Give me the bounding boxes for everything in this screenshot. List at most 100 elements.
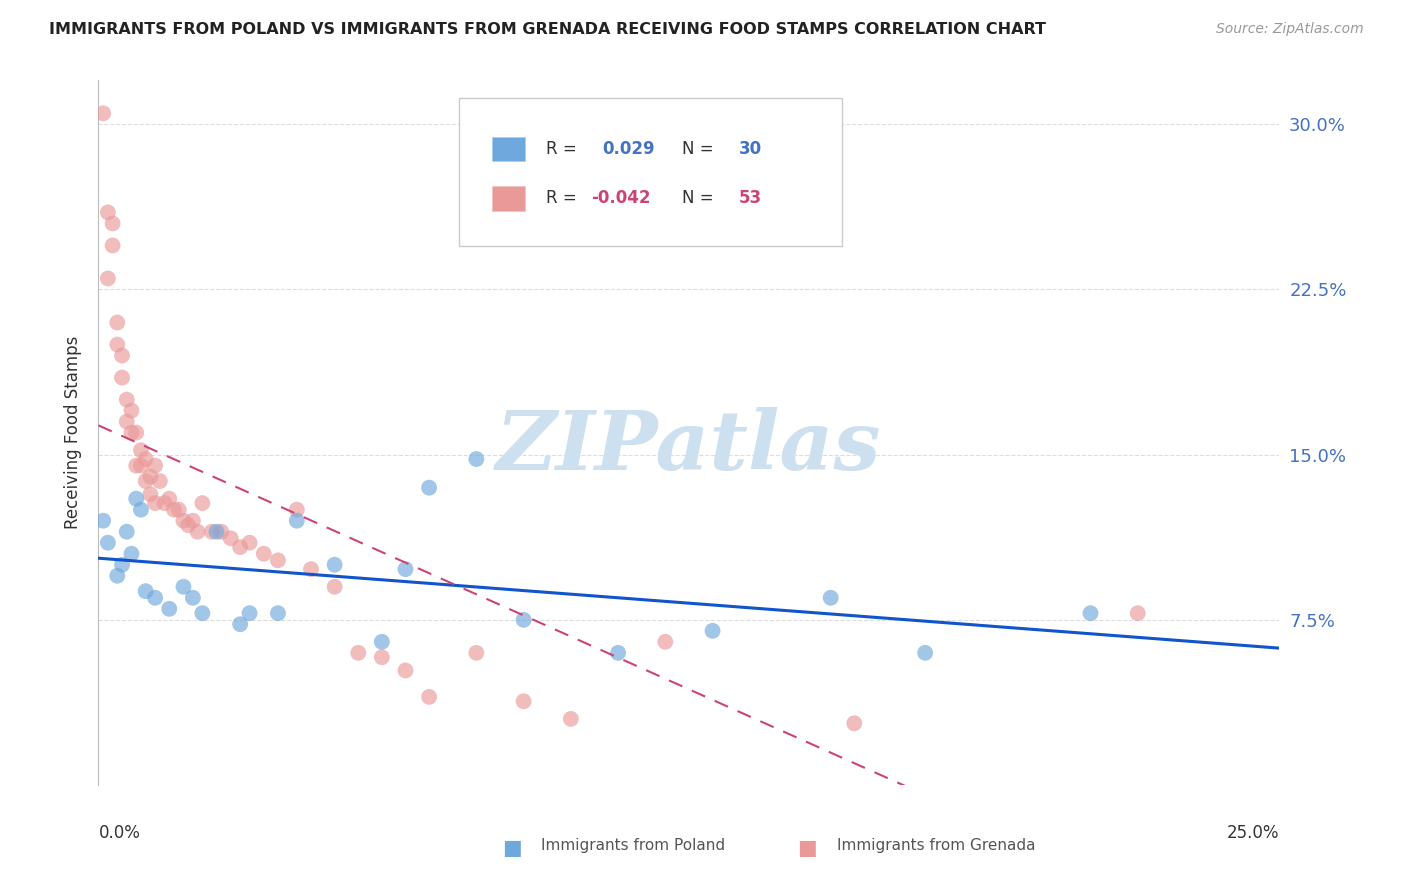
- Text: 30: 30: [738, 140, 762, 158]
- Point: [371, 650, 394, 665]
- Point: [820, 591, 842, 605]
- Point: [129, 458, 152, 473]
- Point: [115, 415, 138, 429]
- Point: [157, 601, 180, 615]
- Point: [239, 606, 262, 620]
- Y-axis label: Receiving Food Stamps: Receiving Food Stamps: [65, 336, 83, 529]
- Point: [560, 712, 582, 726]
- Point: [97, 205, 120, 219]
- Point: [149, 474, 172, 488]
- Point: [323, 558, 346, 572]
- Point: [172, 580, 194, 594]
- Point: [111, 558, 134, 572]
- Text: R =: R =: [546, 140, 582, 158]
- Point: [187, 524, 209, 539]
- Text: N =: N =: [682, 140, 718, 158]
- Point: [285, 502, 308, 516]
- Point: [201, 524, 224, 539]
- Point: [101, 216, 124, 230]
- Point: [157, 491, 180, 506]
- Point: [654, 635, 676, 649]
- Point: [607, 646, 630, 660]
- Point: [105, 568, 128, 582]
- Point: [105, 316, 128, 330]
- Text: ■: ■: [797, 838, 817, 858]
- Point: [129, 502, 152, 516]
- Point: [121, 425, 143, 440]
- Text: 0.029: 0.029: [603, 140, 655, 158]
- Point: [512, 694, 534, 708]
- Text: IMMIGRANTS FROM POLAND VS IMMIGRANTS FROM GRENADA RECEIVING FOOD STAMPS CORRELAT: IMMIGRANTS FROM POLAND VS IMMIGRANTS FRO…: [49, 22, 1046, 37]
- Point: [129, 443, 152, 458]
- Point: [418, 690, 440, 704]
- Point: [135, 474, 157, 488]
- Point: [267, 553, 290, 567]
- Text: Immigrants from Grenada: Immigrants from Grenada: [837, 838, 1035, 853]
- Text: R =: R =: [546, 189, 582, 207]
- Point: [1126, 606, 1149, 620]
- Point: [97, 271, 120, 285]
- Point: [209, 524, 232, 539]
- Point: [229, 617, 252, 632]
- Point: [191, 496, 214, 510]
- Point: [121, 547, 143, 561]
- Point: [394, 562, 416, 576]
- Point: [177, 518, 200, 533]
- Point: [465, 452, 488, 467]
- Text: -0.042: -0.042: [591, 189, 651, 207]
- Point: [111, 349, 134, 363]
- Text: N =: N =: [682, 189, 718, 207]
- Point: [267, 606, 290, 620]
- Point: [115, 524, 138, 539]
- Point: [285, 514, 308, 528]
- Point: [125, 491, 148, 506]
- Point: [143, 496, 166, 510]
- Text: ZIPatlas: ZIPatlas: [496, 407, 882, 487]
- Point: [91, 514, 114, 528]
- Point: [914, 646, 936, 660]
- Point: [143, 591, 166, 605]
- Point: [143, 458, 166, 473]
- Point: [139, 469, 162, 483]
- Text: 25.0%: 25.0%: [1227, 823, 1279, 842]
- Point: [465, 646, 488, 660]
- Point: [239, 535, 262, 549]
- FancyBboxPatch shape: [492, 186, 524, 211]
- Point: [219, 532, 242, 546]
- Point: [229, 540, 252, 554]
- Point: [101, 238, 124, 252]
- Point: [121, 403, 143, 417]
- Point: [299, 562, 322, 576]
- Text: ■: ■: [502, 838, 522, 858]
- Point: [139, 487, 162, 501]
- Point: [135, 584, 157, 599]
- Point: [125, 458, 148, 473]
- Point: [191, 606, 214, 620]
- Point: [111, 370, 134, 384]
- Point: [1080, 606, 1102, 620]
- Point: [181, 591, 204, 605]
- Point: [253, 547, 276, 561]
- Text: 0.0%: 0.0%: [98, 823, 141, 842]
- Point: [205, 524, 228, 539]
- Point: [844, 716, 866, 731]
- Point: [115, 392, 138, 407]
- FancyBboxPatch shape: [458, 98, 842, 246]
- Point: [702, 624, 724, 638]
- Point: [125, 425, 148, 440]
- Point: [105, 337, 128, 351]
- Text: Source: ZipAtlas.com: Source: ZipAtlas.com: [1216, 22, 1364, 37]
- Point: [418, 481, 440, 495]
- Text: 53: 53: [738, 189, 762, 207]
- Point: [163, 502, 186, 516]
- Point: [323, 580, 346, 594]
- Point: [172, 514, 194, 528]
- Point: [181, 514, 204, 528]
- Point: [135, 452, 157, 467]
- Point: [91, 106, 114, 120]
- Point: [153, 496, 176, 510]
- Text: Immigrants from Poland: Immigrants from Poland: [541, 838, 725, 853]
- Point: [97, 535, 120, 549]
- Point: [371, 635, 394, 649]
- FancyBboxPatch shape: [492, 136, 524, 161]
